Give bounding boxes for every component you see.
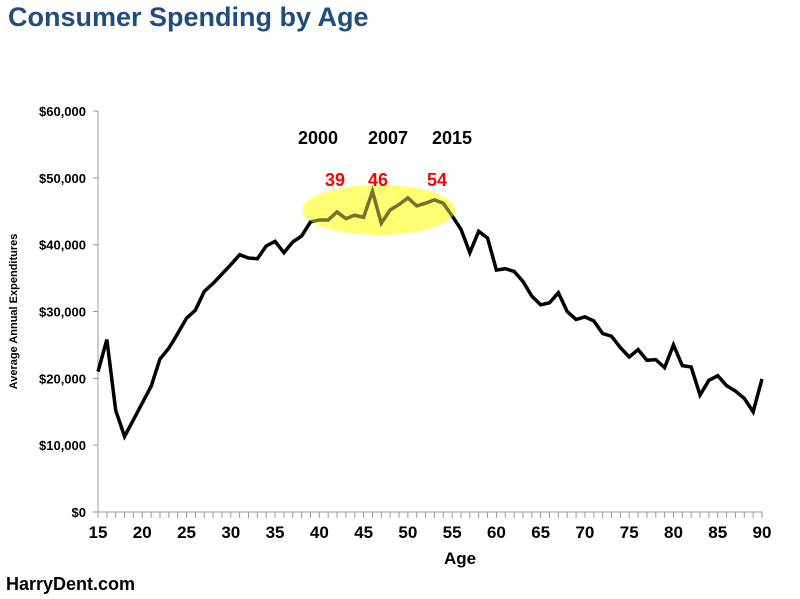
chart-title: Consumer Spending by Age: [8, 2, 369, 32]
y-tick-label: $0: [72, 505, 86, 520]
x-axis-label: Age: [444, 549, 476, 568]
x-tick-label: 40: [310, 523, 329, 542]
x-tick-label: 75: [620, 523, 639, 542]
x-tick-label: 55: [443, 523, 462, 542]
x-tick-label: 35: [266, 523, 285, 542]
y-tick-label: $30,000: [39, 305, 86, 320]
annotation-year: 2015: [432, 128, 472, 148]
y-tick-label: $50,000: [39, 171, 86, 186]
x-tick-label: 50: [398, 523, 417, 542]
y-tick-label: $10,000: [39, 438, 86, 453]
x-tick-label: 60: [487, 523, 506, 542]
x-tick-label: 90: [753, 523, 772, 542]
annotation-year: 2000: [298, 128, 338, 148]
x-tick-label: 45: [354, 523, 373, 542]
x-tick-label: 85: [708, 523, 727, 542]
x-tick-label: 65: [531, 523, 550, 542]
y-axis-label: Average Annual Expenditures: [8, 234, 20, 390]
y-tick-label: $20,000: [39, 371, 86, 386]
series-line: [96, 185, 764, 441]
x-tick-label: 25: [177, 523, 196, 542]
annotation-age: 39: [325, 170, 345, 190]
annotation-year: 2007: [368, 128, 408, 148]
highlight-overlay: [302, 184, 456, 235]
x-tick-label: 70: [575, 523, 594, 542]
footer-brand: HarryDent.com: [6, 574, 136, 594]
x-tick-label: 20: [133, 523, 152, 542]
x-tick-label: 80: [664, 523, 683, 542]
x-tick-label: 15: [89, 523, 108, 542]
x-tick-label: 30: [221, 523, 240, 542]
annotation-age: 54: [427, 170, 447, 190]
y-tick-label: $40,000: [39, 238, 86, 253]
y-tick-label: $60,000: [39, 104, 86, 119]
annotation-age: 46: [368, 170, 388, 190]
